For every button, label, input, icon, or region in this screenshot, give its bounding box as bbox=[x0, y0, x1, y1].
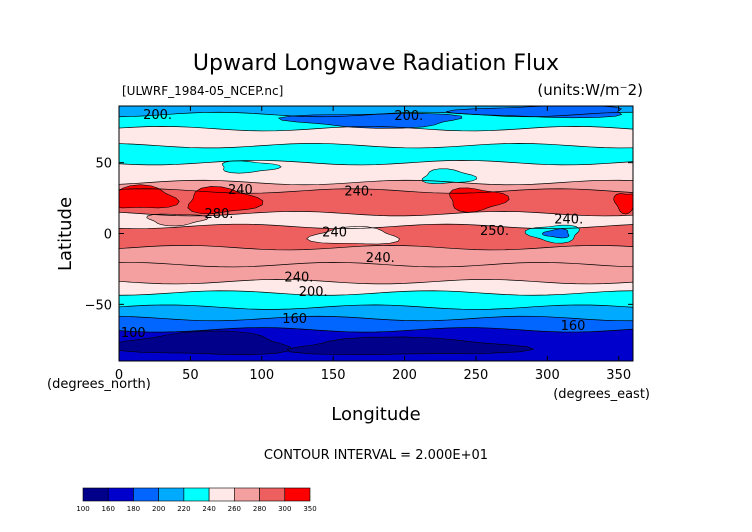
contour-label-8: 240. bbox=[366, 251, 395, 266]
x-tick-label: 300 bbox=[535, 368, 560, 383]
contour-interval: CONTOUR INTERVAL = 2.000E+01 bbox=[264, 448, 488, 463]
contour-label-5: 240. bbox=[554, 213, 583, 228]
chart-title: Upward Longwave Radiation Flux bbox=[193, 51, 559, 76]
region-13 bbox=[286, 336, 535, 356]
colorbar-swatch bbox=[158, 487, 185, 502]
colorbar-label: 100 bbox=[76, 505, 89, 513]
band-12 bbox=[119, 290, 633, 311]
contour-label-0: 200. bbox=[143, 108, 172, 123]
region-9 bbox=[146, 213, 209, 227]
contour-label-2: 240 bbox=[228, 183, 253, 198]
contour-label-12: 160 bbox=[561, 319, 586, 334]
y-tick-label: −50 bbox=[85, 298, 112, 313]
contour-line-0 bbox=[119, 111, 633, 118]
band-10 bbox=[119, 262, 633, 285]
contour-line-3 bbox=[119, 160, 633, 166]
colorbar-swatch bbox=[284, 487, 311, 502]
contour-line-14 bbox=[119, 327, 633, 333]
colorbar-label: 300 bbox=[278, 505, 291, 513]
y-axis-label: Latitude bbox=[55, 197, 76, 271]
contour-label-11: 160 bbox=[282, 312, 307, 327]
contour-line-13 bbox=[119, 315, 633, 322]
contour-label-9: 240. bbox=[284, 271, 313, 286]
region-3 bbox=[613, 193, 633, 215]
region-12 bbox=[119, 330, 291, 356]
y-unit-label: (degrees_north) bbox=[47, 377, 151, 392]
x-tick-label: 200 bbox=[392, 368, 417, 383]
colorbar-swatch bbox=[183, 487, 210, 502]
contour-line-12 bbox=[119, 304, 633, 310]
band-5 bbox=[119, 180, 633, 195]
y-tick-label: 0 bbox=[104, 228, 112, 243]
x-tick-label: 350 bbox=[606, 368, 631, 383]
x-tick-label: 250 bbox=[464, 368, 489, 383]
contour-label-13: 100 bbox=[121, 326, 146, 341]
x-tick-label: 150 bbox=[321, 368, 346, 383]
colorbar-swatch bbox=[259, 487, 286, 502]
contour-labels: 200. 200.240 240.280. 240.250.240240.240.20… bbox=[121, 108, 586, 341]
contour-label-7: 240 bbox=[322, 225, 347, 240]
contour-label-3: 240. bbox=[344, 184, 373, 199]
colorbar-swatch bbox=[82, 487, 109, 502]
x-unit-label: (degrees_east) bbox=[553, 387, 650, 402]
region-1 bbox=[187, 186, 264, 215]
region-2 bbox=[449, 187, 510, 213]
x-tick-label: 50 bbox=[182, 368, 199, 383]
contour-line-4 bbox=[119, 179, 633, 186]
colorbar-label: 160 bbox=[102, 505, 115, 513]
colorbar-label: 260 bbox=[228, 505, 241, 513]
colorbar-label: 240 bbox=[202, 505, 215, 513]
region-6 bbox=[306, 226, 400, 245]
region-10 bbox=[277, 113, 463, 129]
region-0 bbox=[119, 184, 180, 209]
contour-line-7 bbox=[119, 223, 633, 230]
contour-line-9 bbox=[119, 262, 633, 268]
colorbar-label: 180 bbox=[127, 505, 140, 513]
band-9 bbox=[119, 245, 633, 268]
colorbar-swatch bbox=[234, 487, 260, 502]
contour-label-10: 200. bbox=[299, 285, 328, 300]
contour-line-8 bbox=[119, 245, 633, 251]
x-axis-label: Longitude bbox=[331, 404, 421, 425]
x-tick-label: 100 bbox=[249, 368, 274, 383]
colorbar-swatch bbox=[107, 487, 134, 502]
x-axis: 0 50 100 150 200 250 300 350 bbox=[115, 106, 631, 383]
y-tick-label: 50 bbox=[95, 157, 112, 172]
region-8 bbox=[221, 160, 282, 174]
contour-line-1 bbox=[119, 126, 633, 132]
contour-label-1: 200. bbox=[394, 109, 423, 124]
x-tick-label: 0 bbox=[115, 368, 123, 383]
contour-label-6: 250. bbox=[480, 224, 509, 239]
colorbar-label: 220 bbox=[177, 505, 190, 513]
colorbar-label: 350 bbox=[303, 505, 316, 513]
contour-label-4: 280. bbox=[204, 207, 233, 222]
contour-line-11 bbox=[119, 290, 633, 296]
colorbar: 100 160 180 200 220 240 260 280 300 350 bbox=[76, 487, 317, 513]
colorbar-label: 200 bbox=[152, 505, 165, 513]
source-label: [ULWRF_1984-05_NCEP.nc] bbox=[122, 84, 283, 98]
contour-line-10 bbox=[119, 279, 633, 285]
colorbar-swatch bbox=[133, 487, 159, 502]
contour-line-5 bbox=[119, 188, 633, 194]
contour-line-2 bbox=[119, 143, 633, 149]
colorbar-swatch bbox=[208, 487, 235, 502]
region-5 bbox=[541, 228, 570, 239]
colorbar-label: 280 bbox=[253, 505, 266, 513]
contour-line-6 bbox=[119, 211, 633, 217]
units-label: (units:W/m⁻2) bbox=[537, 81, 643, 99]
plot-area bbox=[119, 106, 633, 361]
y-axis: −50 0 50 bbox=[85, 157, 633, 313]
